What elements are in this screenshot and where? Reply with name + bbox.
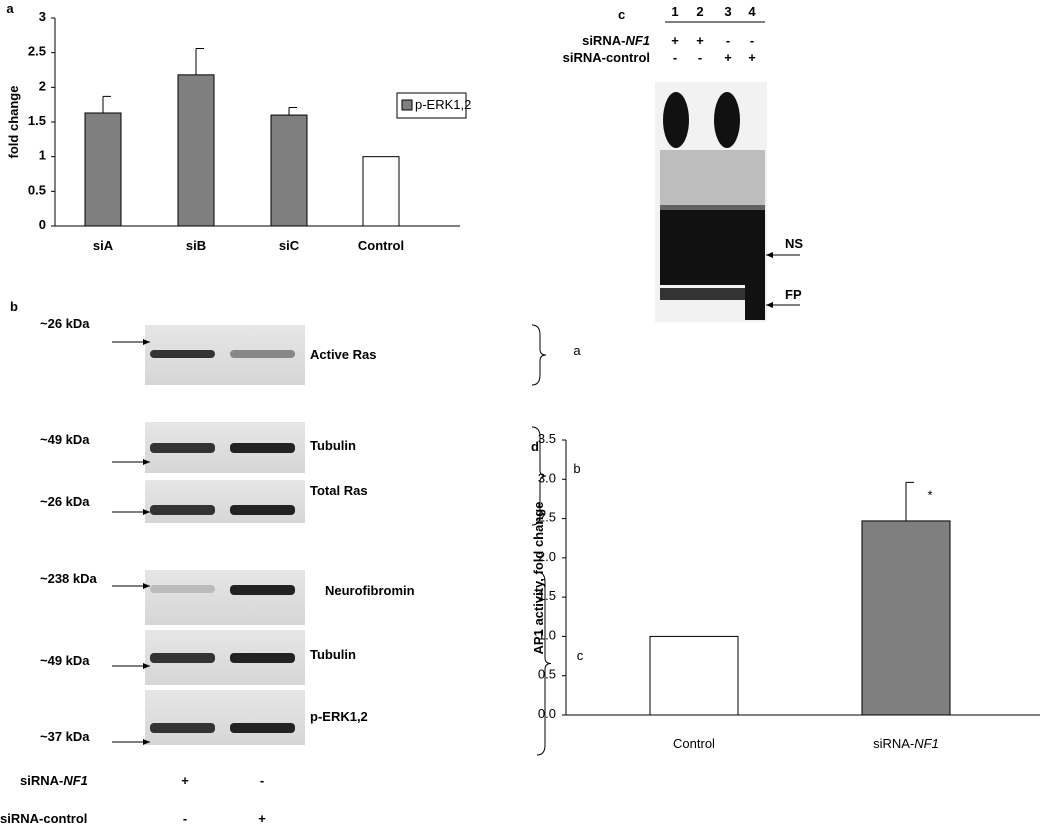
condition-label: siRNA-control (563, 50, 650, 65)
bracket (531, 426, 547, 526)
y-tick-label: 0.5 (538, 667, 556, 682)
panel-label: b (10, 299, 18, 314)
size-marker: ~49 kDa (40, 653, 90, 668)
blot-band (230, 505, 295, 515)
blot-name: Active Ras (310, 347, 376, 362)
blot-band (230, 653, 295, 663)
condition-sign: - (698, 50, 702, 65)
y-tick-label: 3 (39, 9, 46, 24)
panel-label: d (531, 439, 539, 454)
panel-label: c (618, 7, 625, 22)
y-tick-label: 3.0 (538, 471, 556, 486)
lane-number: 3 (724, 4, 731, 19)
condition-sign: - (750, 33, 754, 48)
blot-name: Tubulin (310, 438, 356, 453)
blot-band (230, 350, 295, 358)
condition-sign: + (671, 33, 679, 48)
y-tick-label: 1.5 (28, 113, 46, 128)
gel-image (655, 82, 767, 322)
blot-name: Tubulin (310, 647, 356, 662)
legend-label: p-ERK1,2 (415, 97, 471, 112)
condition-sign: + (724, 50, 732, 65)
blot-band (230, 723, 295, 733)
condition-label: siRNA-NF1 (582, 33, 650, 48)
blot-band (230, 585, 295, 595)
size-marker: ~238 kDa (40, 571, 98, 586)
size-marker: ~26 kDa (40, 494, 90, 509)
bar (861, 520, 951, 716)
size-marker: ~26 kDa (40, 316, 90, 331)
blot-band (150, 505, 215, 515)
condition-label: siRNA-control (0, 811, 87, 826)
legend-swatch (401, 99, 413, 111)
bar (362, 156, 400, 227)
y-tick-label: 3.5 (538, 431, 556, 446)
group-label: b (573, 461, 580, 476)
blot-name: p-ERK1,2 (310, 709, 368, 724)
condition-sign: + (181, 773, 189, 788)
y-tick-label: 2.0 (538, 549, 556, 564)
error-bar (102, 95, 111, 113)
bar (177, 74, 215, 227)
y-tick-label: 2.5 (538, 510, 556, 525)
error-bar (905, 481, 914, 521)
blot-image (145, 690, 305, 745)
condition-label: siRNA-NF1 (20, 773, 88, 788)
panel-label: a (6, 1, 14, 16)
blot-image (145, 480, 305, 523)
band-label: FP (785, 287, 802, 302)
band-label: NS (785, 236, 803, 251)
bracket (531, 324, 547, 386)
annotation: * (927, 488, 932, 503)
y-tick-label: 0.5 (28, 183, 46, 198)
blot-image (145, 570, 305, 625)
y-tick-label: 1.0 (538, 628, 556, 643)
bar (270, 114, 308, 227)
x-tick-label: siRNA-NF1 (873, 736, 939, 751)
y-tick-label: 2.5 (28, 44, 46, 59)
y-axis-label: fold change (6, 86, 21, 159)
condition-sign: + (748, 50, 756, 65)
y-tick-label: 0.0 (538, 706, 556, 721)
x-tick-label: siA (93, 238, 114, 253)
y-tick-label: 0 (39, 217, 46, 232)
blot-band (150, 653, 215, 663)
condition-sign: - (726, 33, 730, 48)
bar (649, 635, 739, 716)
lane-number: 4 (748, 4, 756, 19)
lane-number: 1 (671, 4, 678, 19)
blot-name: Total Ras (310, 483, 368, 498)
y-tick-label: 2 (39, 79, 46, 94)
group-label: a (573, 343, 581, 358)
blot-band (150, 350, 215, 358)
size-marker: ~37 kDa (40, 729, 90, 744)
bar (84, 112, 122, 227)
condition-sign: + (258, 811, 266, 826)
x-tick-label: Control (358, 238, 404, 253)
x-tick-label: siB (186, 238, 206, 253)
y-tick-label: 1 (39, 148, 46, 163)
blot-band (150, 443, 215, 453)
blot-band (150, 585, 215, 593)
condition-sign: + (696, 33, 704, 48)
blot-band (230, 443, 295, 453)
blot-band (150, 723, 215, 733)
lane-number: 2 (696, 4, 703, 19)
condition-sign: - (183, 811, 187, 826)
error-bar (288, 106, 297, 116)
x-tick-label: Control (673, 736, 715, 751)
x-tick-label: siC (279, 238, 300, 253)
y-axis-label: AP1 activity, fold change (531, 502, 546, 655)
group-label: c (577, 648, 584, 663)
error-bar (195, 48, 204, 75)
condition-sign: - (260, 773, 264, 788)
blot-name: Neurofibromin (325, 583, 415, 598)
size-marker: ~49 kDa (40, 432, 90, 447)
bracket (536, 571, 552, 756)
y-tick-label: 1.5 (538, 589, 556, 604)
condition-sign: - (673, 50, 677, 65)
